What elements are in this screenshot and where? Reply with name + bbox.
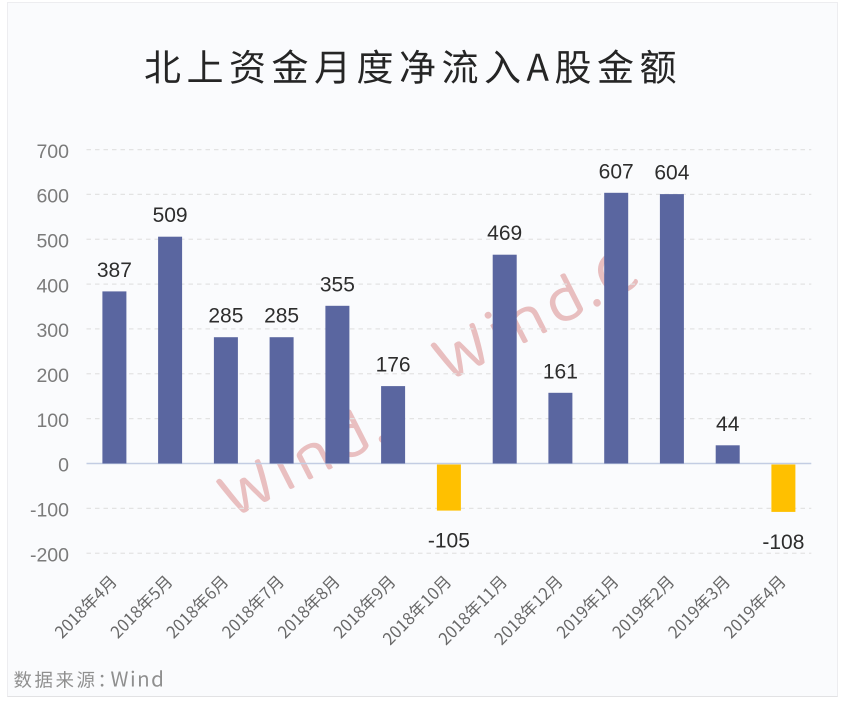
svg-text:604: 604: [654, 162, 689, 185]
svg-text:607: 607: [599, 160, 634, 183]
svg-text:-200: -200: [30, 544, 69, 566]
svg-text:-108: -108: [762, 531, 804, 554]
svg-text:300: 300: [36, 320, 69, 342]
svg-text:600: 600: [36, 186, 69, 208]
svg-text:400: 400: [36, 275, 69, 297]
svg-text:285: 285: [264, 305, 299, 328]
svg-text:176: 176: [376, 354, 411, 377]
svg-text:161: 161: [543, 360, 578, 383]
svg-text:355: 355: [320, 273, 355, 296]
svg-text:285: 285: [208, 305, 243, 328]
svg-text:700: 700: [36, 141, 69, 163]
svg-text:469: 469: [487, 222, 522, 245]
svg-text:200: 200: [36, 365, 69, 387]
svg-text:509: 509: [153, 204, 188, 227]
svg-text:0: 0: [58, 455, 69, 477]
svg-text:100: 100: [36, 410, 69, 432]
svg-text:387: 387: [97, 259, 132, 282]
svg-text:-105: -105: [428, 530, 470, 553]
svg-text:-100: -100: [30, 500, 69, 522]
svg-text:44: 44: [716, 413, 740, 436]
svg-text:500: 500: [36, 230, 69, 252]
